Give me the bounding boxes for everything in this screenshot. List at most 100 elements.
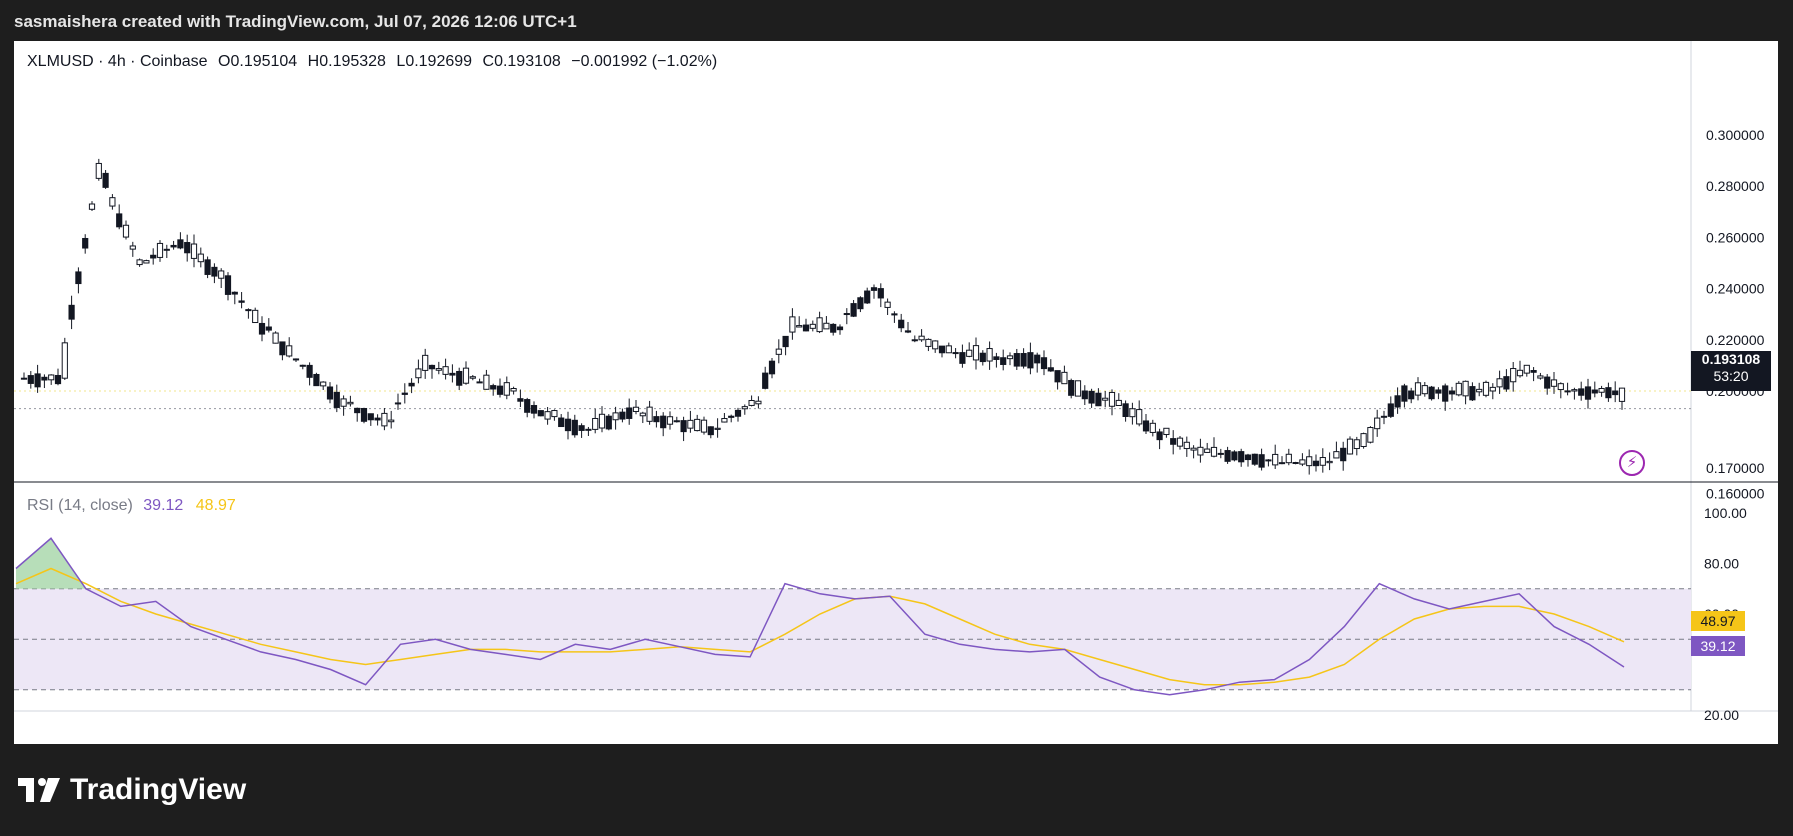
- candle-body: [469, 376, 476, 379]
- candle-body: [843, 313, 850, 316]
- candle-body: [517, 398, 524, 402]
- candle-body: [1367, 427, 1374, 443]
- candle-body: [1081, 390, 1088, 400]
- candle-body: [1618, 387, 1626, 402]
- candle-body: [870, 287, 878, 291]
- candle-body: [435, 368, 442, 371]
- candle-body: [1462, 380, 1469, 397]
- candle-body: [1061, 371, 1068, 385]
- candle-body: [299, 364, 306, 367]
- candle-body: [972, 345, 980, 361]
- candle-body: [415, 368, 422, 379]
- candle-body: [34, 373, 41, 388]
- candle-body: [347, 401, 354, 405]
- candle-body: [326, 386, 334, 400]
- candle-body: [354, 407, 361, 414]
- legend-high-value: 0.195328: [319, 53, 386, 70]
- candle-body: [170, 244, 177, 248]
- candle-body: [41, 376, 48, 381]
- candle-body: [88, 203, 96, 210]
- candle-body: [82, 237, 89, 249]
- candle-body: [27, 375, 34, 384]
- legend-symbol[interactable]: XLMUSD: [27, 53, 94, 70]
- legend-interval: 4h: [107, 53, 126, 70]
- candle-body: [619, 411, 626, 420]
- candle-body: [197, 253, 204, 263]
- candle-body: [1612, 390, 1619, 396]
- candle-body: [306, 364, 313, 378]
- candle-body: [95, 162, 102, 179]
- chart-frame[interactable]: 0.300000 0.280000 0.260000 0.240000 0.220000…: [14, 41, 1778, 744]
- candle-body: [129, 245, 136, 250]
- legend-low-value: 0.192699: [405, 53, 473, 70]
- candle-body: [789, 316, 796, 333]
- candle-body: [1183, 441, 1190, 450]
- candle-body: [687, 419, 694, 429]
- attribution-text: sasmaishera created with TradingView.com…: [14, 12, 577, 31]
- candle-body: [1088, 390, 1095, 404]
- candle-body: [986, 348, 993, 362]
- candle-body: [218, 270, 225, 279]
- candle-body: [864, 290, 871, 304]
- candle-body: [537, 410, 544, 417]
- symbol-legend: XLMUSD · 4h · Coinbase O0.195104 H0.1953…: [27, 53, 717, 71]
- candle-body: [1000, 357, 1007, 365]
- candle-body: [558, 417, 565, 428]
- candle-body: [1591, 389, 1598, 394]
- candle-body: [802, 324, 810, 332]
- candle-body: [823, 322, 830, 330]
- candle-body: [1360, 433, 1367, 447]
- candle-body: [224, 275, 232, 295]
- candle-body: [1380, 415, 1388, 418]
- candle-body: [850, 303, 857, 317]
- candle-body: [258, 322, 266, 335]
- candle-body: [1530, 370, 1537, 373]
- candle-body: [544, 411, 551, 420]
- chart-canvas[interactable]: 0.300000 0.280000 0.260000 0.240000 0.220000…: [14, 41, 1778, 744]
- candle-body: [1346, 438, 1354, 455]
- candle-body: [1326, 460, 1333, 464]
- candle-body: [136, 259, 143, 266]
- candle-body: [496, 385, 504, 395]
- candle-body: [1503, 376, 1510, 390]
- candle-body: [911, 339, 918, 342]
- price-tick-label: 0.240000: [1706, 281, 1765, 297]
- candle-body: [816, 317, 823, 333]
- candle-body: [449, 372, 456, 376]
- candle-body: [945, 345, 952, 354]
- legend-exchange: Coinbase: [139, 53, 208, 70]
- candle-body: [245, 309, 252, 312]
- candle-body: [1414, 382, 1422, 396]
- candle-body: [605, 415, 612, 430]
- legend-sep-1: ·: [98, 53, 104, 70]
- candle-body: [340, 398, 347, 407]
- candle-body: [462, 367, 470, 384]
- candle-body: [54, 374, 62, 385]
- candle-body: [898, 319, 905, 329]
- candle-body: [1306, 456, 1313, 467]
- candle-body: [1435, 389, 1442, 394]
- candle-body: [1170, 438, 1177, 445]
- candle-body: [320, 381, 327, 387]
- candle-body: [762, 372, 769, 389]
- rsi-legend-label[interactable]: RSI (14, close): [27, 497, 133, 514]
- candle-body: [1265, 459, 1272, 462]
- price-tick-label: 0.170000: [1706, 460, 1765, 476]
- lightning-bolt-icon[interactable]: ⚡: [1619, 450, 1645, 476]
- candle-body: [1027, 352, 1034, 369]
- candle-body: [150, 254, 157, 259]
- candle-body: [1387, 403, 1394, 417]
- candle-body: [1496, 378, 1503, 388]
- candle-body: [1564, 390, 1571, 393]
- candle-body: [1353, 439, 1360, 450]
- candle-body: [891, 313, 898, 316]
- last-price-tag: 0.193108 53:20: [1691, 351, 1771, 391]
- candle-body: [884, 301, 891, 308]
- last-price-value: 0.193108: [1701, 351, 1761, 367]
- candle-body: [1013, 353, 1020, 367]
- candle-body: [680, 420, 687, 433]
- candle-body: [231, 291, 238, 295]
- price-tick-label: 0.160000: [1706, 485, 1765, 501]
- candle-body: [666, 416, 674, 425]
- rsi-overbought-fill: [16, 538, 86, 589]
